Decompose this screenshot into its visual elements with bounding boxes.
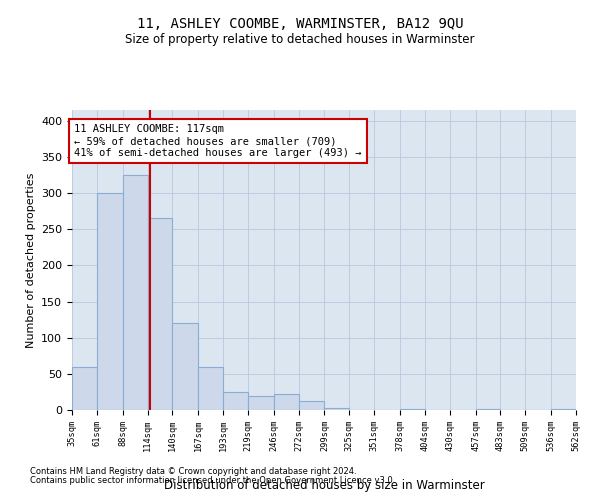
- Bar: [274, 394, 299, 410]
- Text: 11, ASHLEY COOMBE, WARMINSTER, BA12 9QU: 11, ASHLEY COOMBE, WARMINSTER, BA12 9QU: [137, 18, 463, 32]
- Bar: [122, 175, 148, 410]
- Text: Distribution of detached houses by size in Warminster: Distribution of detached houses by size …: [164, 480, 484, 492]
- Bar: [72, 366, 97, 410]
- Bar: [299, 402, 325, 410]
- Text: Contains HM Land Registry data © Crown copyright and database right 2024.: Contains HM Land Registry data © Crown c…: [30, 467, 356, 476]
- Bar: [172, 324, 198, 410]
- Bar: [223, 392, 248, 410]
- Bar: [476, 408, 500, 410]
- Text: 11 ASHLEY COOMBE: 117sqm
← 59% of detached houses are smaller (709)
41% of semi-: 11 ASHLEY COOMBE: 117sqm ← 59% of detach…: [74, 124, 361, 158]
- Bar: [148, 218, 172, 410]
- Bar: [400, 408, 425, 410]
- Bar: [248, 396, 274, 410]
- Bar: [551, 408, 576, 410]
- Y-axis label: Number of detached properties: Number of detached properties: [26, 172, 35, 348]
- Text: Size of property relative to detached houses in Warminster: Size of property relative to detached ho…: [125, 32, 475, 46]
- Text: Contains public sector information licensed under the Open Government Licence v3: Contains public sector information licen…: [30, 476, 395, 485]
- Bar: [97, 193, 122, 410]
- Bar: [198, 366, 223, 410]
- Bar: [325, 408, 349, 410]
